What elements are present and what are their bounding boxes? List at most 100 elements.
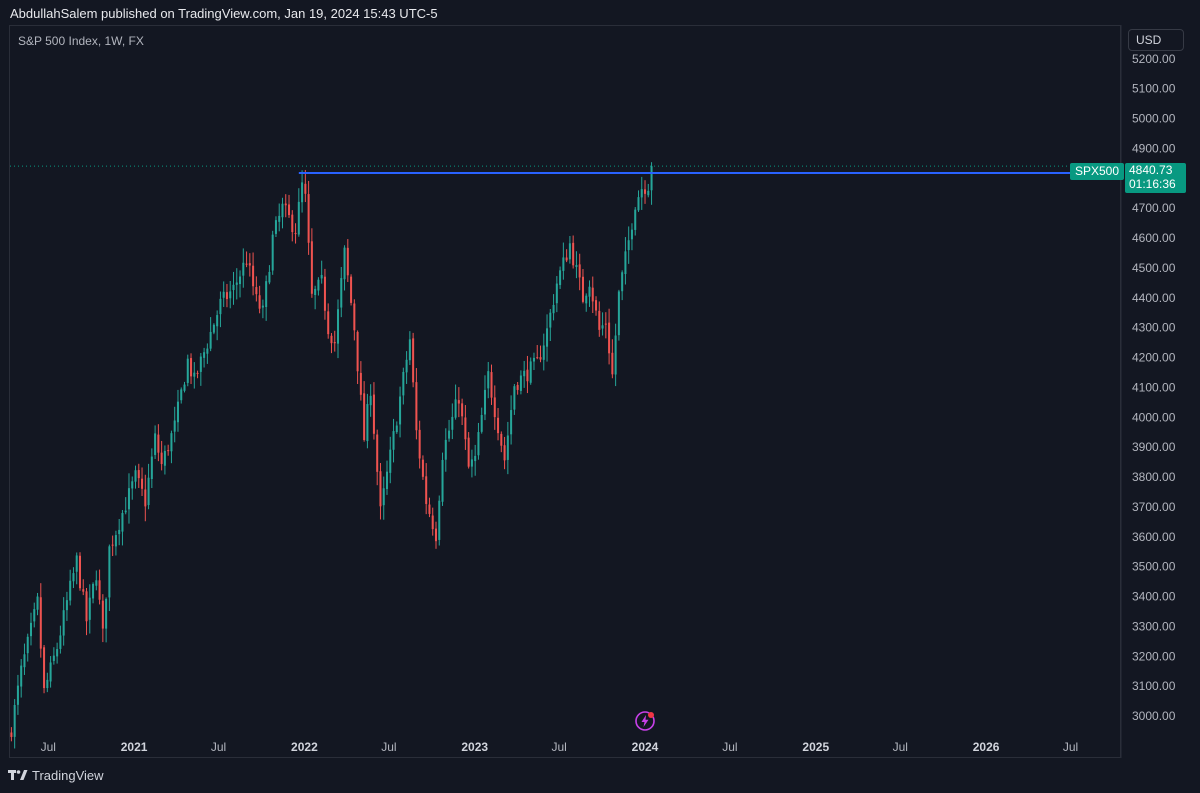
candle-body — [196, 372, 199, 374]
candle-body — [369, 395, 372, 406]
y-tick-label: 3300.00 — [1132, 619, 1176, 633]
candle-body — [216, 315, 219, 327]
candle-body — [549, 312, 552, 328]
candle-body — [405, 359, 408, 373]
candle-body — [581, 276, 584, 302]
candle-body — [470, 459, 473, 467]
candle-body — [637, 197, 640, 211]
candle-body — [203, 352, 206, 358]
candle-body — [627, 240, 630, 251]
candle-body — [258, 295, 261, 309]
candle-body — [114, 535, 117, 547]
candle-body — [255, 287, 258, 295]
candle-body — [180, 389, 183, 401]
candle-body — [448, 430, 451, 439]
footer-brand-text: TradingView — [32, 768, 104, 783]
time-axis[interactable]: Jul 2021 Jul 2022 Jul 2023 Jul 2024 Jul 2025 Jul 20… — [41, 740, 1079, 754]
candle-body — [95, 580, 98, 586]
candle-body — [647, 190, 650, 196]
candle-body — [624, 251, 627, 275]
candle-body — [323, 276, 326, 311]
candle-body — [235, 282, 238, 285]
x-tick-label: 2023 — [461, 740, 488, 754]
candle-body — [29, 622, 33, 637]
candle-body — [340, 278, 343, 308]
y-tick-label: 3000.00 — [1132, 709, 1176, 723]
candle-body — [575, 264, 578, 268]
y-tick-label: 4300.00 — [1132, 321, 1176, 335]
candle-body — [382, 488, 385, 506]
candle-body — [33, 609, 36, 622]
candle-body — [395, 425, 398, 433]
candle-body — [229, 291, 232, 299]
x-tick-label: Jul — [41, 740, 56, 754]
lightning-alert-icon[interactable] — [634, 710, 656, 732]
x-tick-label: 2026 — [973, 740, 1000, 754]
candle-body — [421, 459, 424, 477]
candle-body — [232, 284, 235, 291]
candle-body — [245, 263, 248, 265]
candle-body — [124, 510, 127, 513]
candle-body — [56, 649, 59, 657]
candle-body — [134, 470, 137, 482]
candle-body — [640, 189, 643, 198]
candle-body — [542, 345, 545, 360]
candle-body — [118, 529, 121, 535]
candle-body — [601, 325, 604, 329]
candle-body — [441, 459, 444, 502]
candle-body — [265, 281, 268, 308]
candle-body — [425, 476, 428, 504]
candle-body — [536, 357, 539, 359]
candle-body — [588, 286, 591, 297]
candle-body — [43, 647, 46, 689]
y-tick-label: 5100.00 — [1132, 82, 1176, 96]
x-tick-label: Jul — [381, 740, 396, 754]
candle-body — [78, 555, 81, 589]
candle-body — [578, 264, 581, 278]
x-tick-label: Jul — [211, 740, 226, 754]
y-tick-label: 5200.00 — [1132, 52, 1176, 66]
candle-body — [464, 417, 467, 440]
candle-body — [10, 732, 13, 737]
y-tick-label: 3600.00 — [1132, 530, 1176, 544]
candle-body — [644, 189, 647, 194]
candle-body — [278, 215, 281, 222]
footer-brand[interactable]: TradingView — [8, 766, 208, 786]
candle-body — [428, 504, 431, 514]
price-axis[interactable]: 5200.005100.005000.004900.004800.004700.… — [1132, 52, 1176, 723]
candle-body — [379, 471, 382, 507]
candle-body — [65, 600, 68, 611]
tradingview-logo-icon — [8, 770, 28, 780]
candle-body — [497, 417, 500, 434]
candle-body — [402, 371, 405, 396]
x-tick-label: Jul — [893, 740, 908, 754]
y-tick-label: 5000.00 — [1132, 112, 1176, 126]
candle-body — [385, 471, 389, 490]
candle-body — [363, 393, 366, 441]
candle-body — [510, 410, 513, 435]
candle-body — [529, 361, 532, 383]
currency-button[interactable]: USD — [1128, 29, 1184, 51]
y-tick-label: 4400.00 — [1132, 291, 1176, 305]
y-tick-label: 3100.00 — [1132, 679, 1176, 693]
x-tick-label: Jul — [551, 740, 566, 754]
candle-body — [451, 416, 454, 430]
candle-body — [454, 399, 457, 418]
candle-body — [634, 209, 637, 230]
candle-body — [565, 257, 568, 261]
candle-body — [483, 389, 486, 415]
candle-body — [144, 489, 147, 507]
candle-body — [562, 257, 565, 271]
candle-body — [154, 433, 157, 455]
y-tick-label: 3800.00 — [1132, 470, 1176, 484]
y-tick-label: 3900.00 — [1132, 440, 1176, 454]
candle-body — [595, 300, 598, 311]
candle-body — [415, 382, 418, 431]
candle-body — [487, 371, 490, 389]
candle-body — [274, 220, 277, 234]
candle-body — [52, 655, 55, 661]
candle-body — [604, 323, 607, 325]
candle-body — [457, 400, 460, 404]
y-tick-label: 4900.00 — [1132, 141, 1176, 155]
